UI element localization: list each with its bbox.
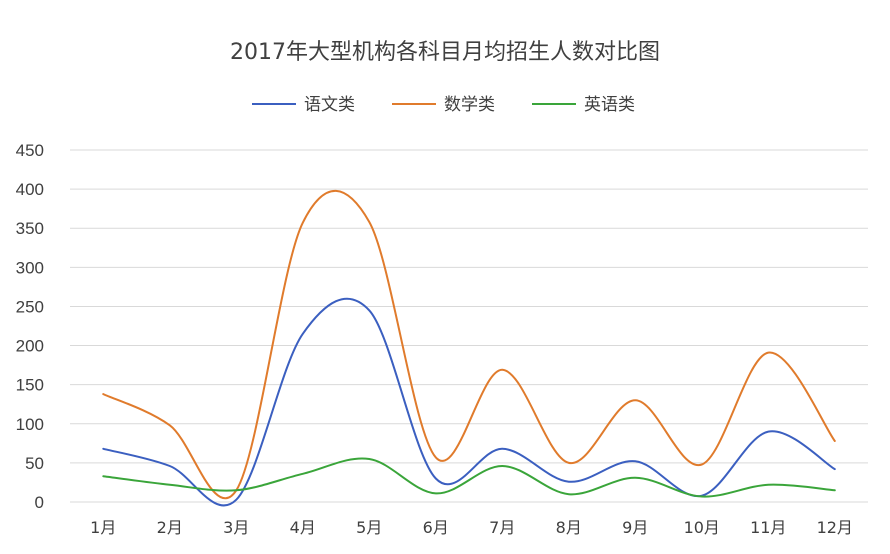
x-tick-label: 1月 (90, 518, 116, 537)
chart-title: 2017年大型机构各科目月均招生人数对比图 (230, 40, 660, 65)
series-line-3 (102, 457, 836, 498)
y-tick-label: 0 (35, 493, 44, 512)
x-tick-label: 10月 (684, 518, 720, 537)
legend: 语文类 数学类 英语类 (252, 95, 635, 115)
x-tick-label: 5月 (356, 518, 382, 537)
x-tick-label: 4月 (290, 518, 316, 537)
series-line-2 (102, 190, 836, 500)
x-tick-label: 11月 (750, 518, 786, 537)
x-tick-label: 9月 (622, 518, 648, 537)
x-tick-label: 7月 (489, 518, 515, 537)
y-tick-label: 450 (16, 141, 44, 160)
series-line-1 (102, 297, 836, 507)
grid-lines (70, 149, 868, 503)
x-tick-label: 2月 (157, 518, 183, 537)
y-tick-label: 200 (16, 337, 44, 356)
legend-label: 英语类 (584, 95, 635, 115)
y-tick-label: 300 (16, 258, 44, 277)
legend-label: 数学类 (444, 95, 495, 115)
y-tick-label: 400 (16, 180, 44, 199)
x-tick-label: 3月 (223, 518, 249, 537)
legend-label: 语文类 (304, 95, 355, 115)
x-tick-label: 12月 (817, 518, 853, 537)
y-tick-label: 100 (16, 415, 44, 434)
series-group (102, 190, 836, 507)
x-tick-label: 8月 (556, 518, 582, 537)
x-tick-label: 6月 (423, 518, 449, 537)
y-axis: 0 50 100 150 200 250 300 350 400 450 (16, 141, 44, 512)
y-tick-label: 250 (16, 297, 44, 316)
x-axis: 1月 2月 3月 4月 5月 6月 7月 8月 9月 10月 11月 12月 (90, 518, 853, 537)
y-tick-label: 150 (16, 376, 44, 395)
y-tick-label: 50 (25, 454, 44, 473)
y-tick-label: 350 (16, 219, 44, 238)
